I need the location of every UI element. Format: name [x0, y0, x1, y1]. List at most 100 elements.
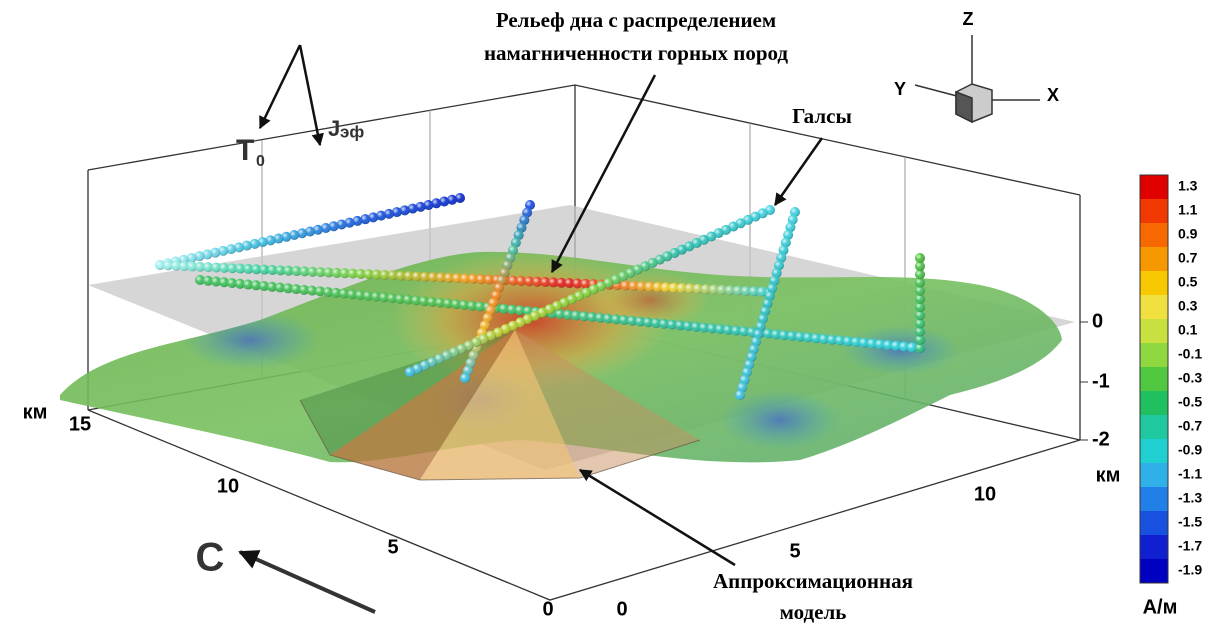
- track-point-shade: [419, 271, 430, 282]
- track-point-shade: [484, 274, 495, 285]
- track-point-shade: [851, 336, 861, 347]
- track-point-shade: [519, 215, 530, 226]
- colorbar-unit: А/м: [1143, 596, 1178, 618]
- track-point-shade: [323, 267, 334, 278]
- colorbar-frame: [1139, 174, 1169, 584]
- arrow: [298, 44, 324, 147]
- colorbar-band: [1140, 367, 1168, 392]
- track-point-shade: [281, 231, 292, 242]
- track-point-shade: [790, 207, 800, 217]
- x-tick-label: 0: [616, 598, 627, 620]
- track-point-shade: [751, 336, 762, 347]
- track-point-shade: [915, 334, 925, 345]
- track-point-shade: [451, 299, 461, 310]
- track-point-shade: [273, 233, 284, 244]
- track-point-shade: [283, 265, 294, 276]
- track-point-shade: [265, 235, 276, 246]
- y-tick-label: 10: [217, 475, 239, 497]
- track-point-shade: [652, 282, 663, 293]
- track-point-shade: [459, 299, 469, 310]
- track-point-shade: [899, 341, 909, 352]
- track-point-shade: [843, 336, 853, 347]
- track-point-shade: [371, 291, 381, 302]
- track-point-shade: [297, 228, 308, 239]
- track-point-shade: [644, 281, 655, 292]
- colorbar-tick-label: -1.1: [1178, 466, 1202, 482]
- track-point-shade: [344, 217, 355, 228]
- track-point-shade: [563, 309, 573, 320]
- track-point-shade: [700, 284, 711, 295]
- track-point-shade: [771, 268, 782, 278]
- track-point-shade: [423, 200, 434, 211]
- track-point-shade: [403, 271, 414, 282]
- track-point-shade: [355, 268, 366, 279]
- colorbar-tick-label: 0.1: [1178, 322, 1198, 338]
- colorbar-tick-label: -1.3: [1178, 490, 1202, 506]
- track-point-shade: [391, 207, 402, 218]
- track-point-shade: [731, 325, 741, 336]
- track-point-shade: [548, 277, 559, 288]
- track-point-shade: [867, 338, 877, 349]
- track-point-shade: [619, 315, 629, 326]
- track-point-shade: [387, 293, 397, 304]
- track-point-shade: [331, 267, 342, 278]
- track-point-shade: [251, 264, 262, 275]
- track-point-shade: [564, 278, 575, 289]
- track-point-shade: [915, 285, 925, 296]
- field-label: Т: [236, 134, 254, 167]
- track-point-shade: [587, 312, 597, 323]
- track-point-shade: [395, 293, 405, 304]
- colorbar-tick-label: -1.7: [1178, 538, 1202, 554]
- track-point-shade: [355, 290, 365, 301]
- track-point-shade: [411, 295, 421, 306]
- track-point-shade: [283, 283, 293, 294]
- track-point-shade: [407, 203, 418, 214]
- track-point-shade: [468, 350, 479, 361]
- colorbar-band: [1140, 175, 1168, 200]
- track-point-shade: [195, 261, 206, 272]
- arrow: [773, 137, 824, 207]
- track-point-shade: [915, 293, 925, 304]
- annotation: модель: [780, 600, 847, 624]
- track-point-shade: [465, 357, 476, 368]
- colorbar-tick-label: -1.9: [1178, 562, 1202, 578]
- track-point-shade: [753, 329, 764, 339]
- colorbar-tick-label: -1.5: [1178, 514, 1202, 530]
- track-point-shade: [387, 270, 398, 281]
- track-point-shade: [320, 222, 331, 233]
- track-point-shade: [635, 316, 645, 327]
- track-point-shade: [267, 264, 278, 275]
- track-point-shade: [516, 275, 527, 286]
- z-tick-label: 0: [1092, 310, 1103, 332]
- track-point-shade: [716, 284, 727, 295]
- track-point-shade: [479, 320, 490, 331]
- track-point-shade: [259, 281, 269, 292]
- arrow: [578, 468, 736, 567]
- colorbar-band: [1140, 487, 1168, 512]
- colorbar-tick-label: 0.7: [1178, 250, 1198, 266]
- track-point-shade: [241, 240, 252, 251]
- colorbar-tick-label: -0.1: [1178, 346, 1202, 362]
- track-point-shade: [363, 290, 373, 301]
- track-point-shade: [383, 208, 394, 219]
- track-point-shade: [235, 278, 245, 289]
- colorbar-tick-label: -0.9: [1178, 442, 1202, 458]
- track-point-shade: [312, 224, 323, 235]
- track-point-shade: [859, 337, 869, 348]
- track-point-shade: [499, 303, 509, 314]
- track-point-shade: [347, 268, 358, 279]
- track-point-shade: [692, 283, 703, 294]
- track-point-shade: [715, 324, 725, 335]
- track-point-shade: [763, 328, 773, 339]
- track-point-shade: [257, 237, 268, 248]
- track-point-shade: [336, 219, 347, 230]
- track-point-shade: [764, 290, 775, 301]
- track-point-shade: [748, 286, 759, 297]
- colorbar-band: [1140, 463, 1168, 488]
- track-point-shade: [443, 272, 454, 283]
- track-point-shade: [699, 322, 709, 333]
- track-point-shade: [769, 275, 780, 286]
- track-point-shade: [218, 245, 229, 256]
- track-point-shade: [659, 318, 669, 329]
- track-point-shade: [431, 198, 442, 209]
